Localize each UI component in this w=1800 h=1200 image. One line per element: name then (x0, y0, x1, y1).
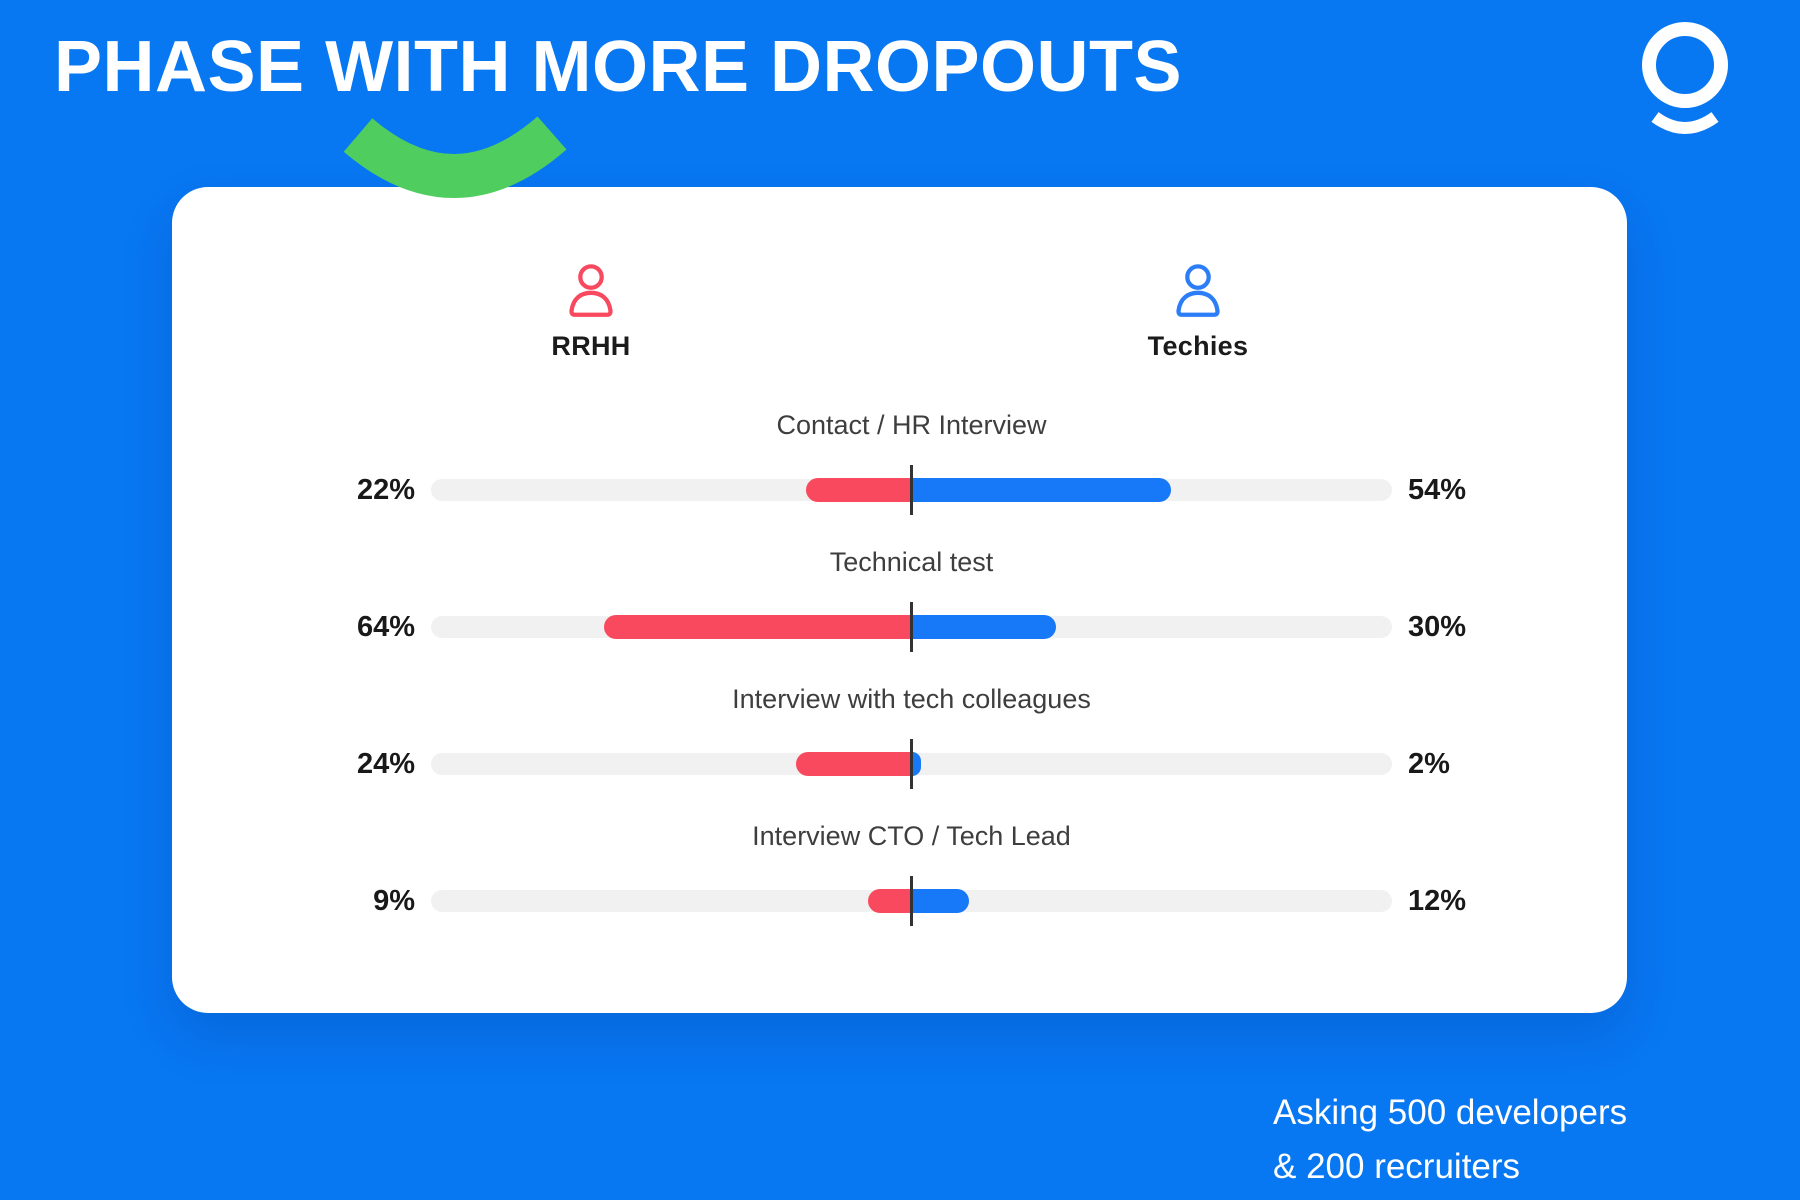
rrhh-bar (805, 478, 912, 502)
rrhh-bar (868, 889, 912, 913)
brand-logo-icon (1642, 22, 1728, 134)
row-category-label: Interview with tech colleagues (732, 684, 1091, 714)
rrhh-value-label: 24% (356, 748, 415, 780)
techies-value-label: 2% (1408, 748, 1450, 780)
center-divider-line (910, 602, 913, 652)
rrhh-bar (603, 615, 912, 639)
techies-bar (911, 889, 970, 913)
center-divider-line (910, 739, 913, 789)
footnote-line-1: Asking 500 developers (1273, 1093, 1628, 1132)
row-category-label: Interview CTO / Tech Lead (752, 821, 1071, 851)
techies-bar (911, 752, 922, 776)
techies-person-icon (1176, 264, 1220, 317)
techies-value-label: 30% (1408, 611, 1467, 643)
footnote: Asking 500 developers & 200 recruiters (1273, 1086, 1627, 1194)
techies-value-label: 12% (1408, 885, 1467, 917)
legend-rrhh: RRHH (511, 263, 671, 362)
chart-row: Interview with tech colleagues 24% 2% (172, 684, 1627, 816)
chart-row: Interview CTO / Tech Lead 9% 12% (172, 821, 1627, 953)
techies-bar (911, 478, 1171, 502)
legend-rrhh-label: RRHH (551, 331, 631, 361)
chart-card: RRHH Techies Contact / HR Interview 22% … (172, 187, 1627, 1013)
legend-techies-label: Techies (1147, 331, 1249, 361)
rrhh-value-label: 22% (356, 474, 415, 506)
rrhh-value-label: 64% (356, 611, 415, 643)
center-divider-line (910, 876, 913, 926)
chart-row: Contact / HR Interview 22% 54% (172, 410, 1627, 542)
legend-techies: Techies (1118, 263, 1278, 362)
row-category-label: Contact / HR Interview (776, 410, 1047, 440)
page-title: PHASE WITH MORE DROPOUTS (54, 27, 1183, 107)
green-smile-underline-icon (343, 116, 567, 198)
rrhh-bar (796, 752, 912, 776)
techies-bar (911, 615, 1056, 639)
chart-row: Technical test 64% 30% (172, 547, 1627, 679)
footnote-line-2: & 200 recruiters (1273, 1147, 1521, 1186)
rrhh-person-icon (569, 264, 613, 317)
center-divider-line (910, 465, 913, 515)
rrhh-value-label: 9% (373, 885, 415, 917)
techies-value-label: 54% (1408, 474, 1467, 506)
row-category-label: Technical test (829, 547, 994, 577)
